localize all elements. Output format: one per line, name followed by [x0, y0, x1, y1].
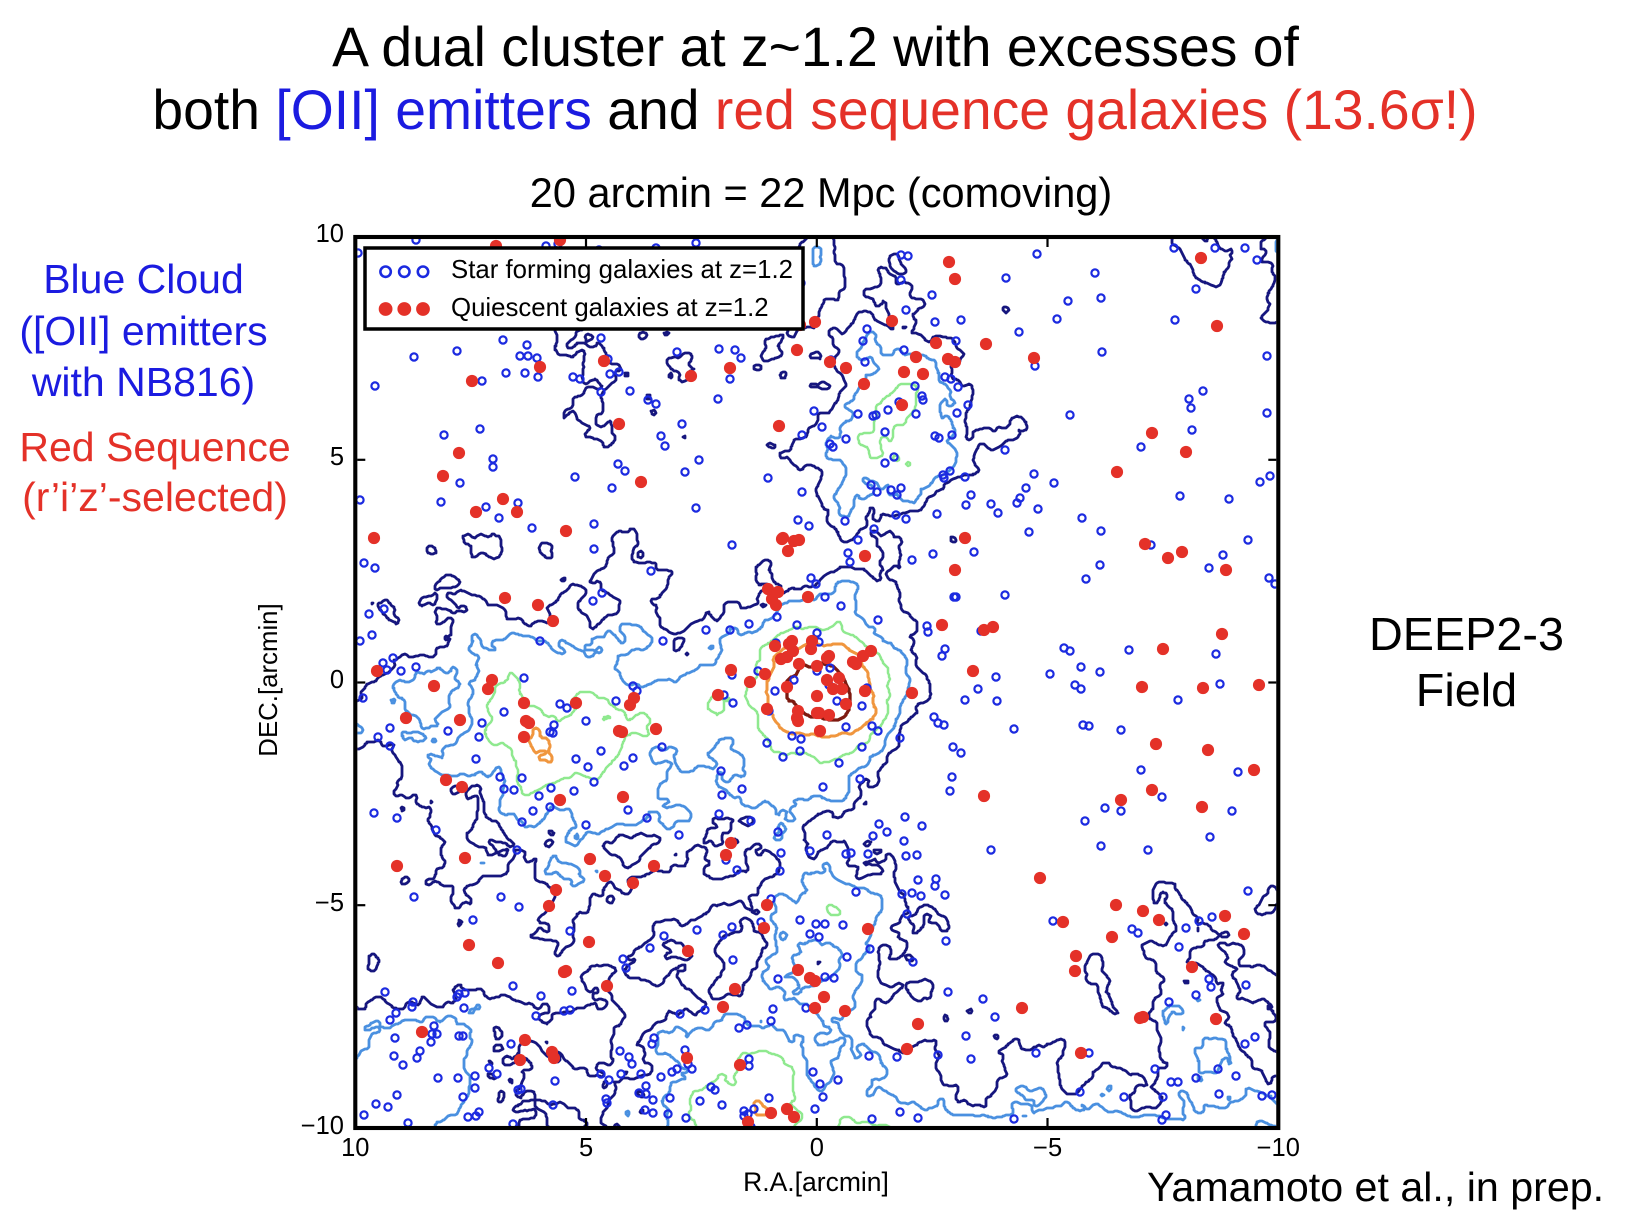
svg-text:Star forming galaxies at z=1.2: Star forming galaxies at z=1.2 — [451, 256, 793, 284]
svg-text:Quiescent galaxies at z=1.2: Quiescent galaxies at z=1.2 — [451, 294, 769, 322]
